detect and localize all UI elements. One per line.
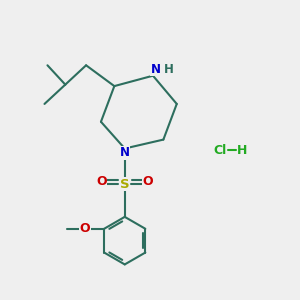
Text: H: H: [164, 63, 173, 76]
Text: H: H: [237, 143, 247, 157]
Text: O: O: [96, 175, 107, 188]
Text: S: S: [120, 178, 130, 191]
Text: Cl: Cl: [213, 143, 226, 157]
Text: O: O: [80, 222, 90, 235]
Text: N: N: [151, 63, 161, 76]
Text: O: O: [142, 175, 153, 188]
Text: N: N: [120, 146, 130, 160]
